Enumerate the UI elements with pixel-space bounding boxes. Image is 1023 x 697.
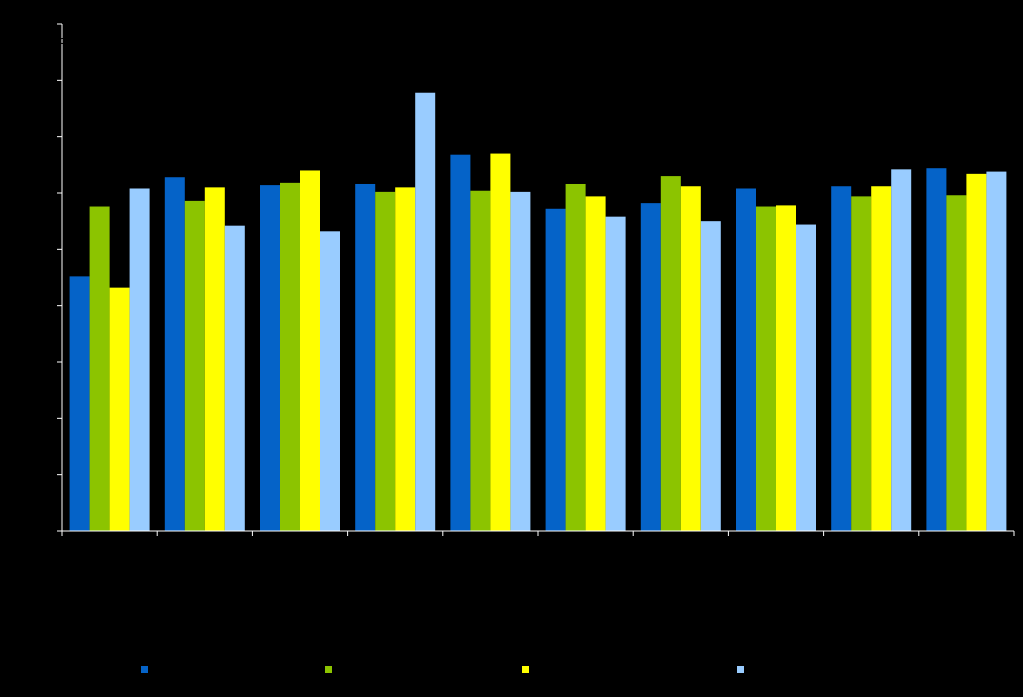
y-axis-ticks: 70,00 75,00 80,00 85,00 90,00 95,00 100,00 105,… [18,19,62,538]
y-tick-label: 70,00 [24,526,52,538]
legend [141,666,744,673]
bar-series-2-optan-183-sc [565,183,586,531]
bar-series-1-zdrowy-wariant [164,177,185,531]
bar-series-4-intizam-497-sc [415,92,436,531]
bar-series-1-kontrola [69,276,90,531]
bar-series-1-optan-183-sc [545,208,566,532]
bar-series-3-dafne-250-ec [871,186,892,532]
y-tick-label: 90,00 [24,301,52,313]
bar-series-4-duett-star-334-se [510,191,531,531]
y-tick-label: 95,00 [24,244,52,256]
bar-series-3-kontrola [109,287,130,531]
bar-series-2-safir-125-sc [660,176,681,531]
bar-series-1-intizam-497-sc [355,183,376,531]
y-tick-label: 80,00 [24,413,52,425]
legend-marker-series-3 [522,666,529,673]
bar-series-4-safir-125-sc [700,221,721,531]
bar-series-3-duett-star-334-se [490,153,511,532]
y-tick-label: 100,00 [18,188,52,200]
bar-series-2-intizam-497-sc [375,191,396,531]
legend-marker-series-4 [737,666,744,673]
x-axis-ticks [61,531,1015,536]
bar-series-3-safir-125-sc [680,186,701,532]
bar-series-1-dafne-250-ec [831,186,852,532]
bar-series-4-optan-183-sc [605,216,626,531]
bar-series-4-zdrowy-wariant [224,225,245,531]
bar-series-3-intizam-497-sc [395,187,416,531]
y-tick-label: 85,00 [24,357,52,369]
y-tick-label: 110,00 [19,75,52,87]
bars-layer [69,92,1007,532]
bar-series-2-zdrowy-wariant [184,200,205,532]
bar-series-1-duett-star-334-se [450,154,471,531]
bar-series-2-duett-star-334-se [470,190,491,531]
legend-marker-series-1 [141,666,148,673]
bar-series-4-dafne-250-ec [891,169,912,531]
bar-series-4-spyrale-475-ec [796,224,816,531]
bar-series-3-duett-ultra-497-sc [300,170,320,531]
legend-marker-series-2 [325,666,332,673]
y-tick-label: 75,00 [24,470,52,482]
bar-series-3-tebu-250-ew [966,173,987,531]
bar-series-3-optan-183-sc [585,196,606,531]
bar-series-2-tebu-250-ew [946,195,967,531]
bar-series-3-spyrale-475-ec [776,205,796,532]
y-tick-label: 105,00 [18,132,52,144]
bar-series-2-dafne-250-ec [851,196,872,531]
bar-series-3-zdrowy-wariant [204,187,225,531]
bar-series-1-tebu-250-ew [926,168,947,532]
bar-series-4-kontrola [129,188,150,531]
bar-series-2-duett-ultra-497-sc [280,182,300,532]
bar-series-2-kontrola [89,206,110,531]
bar-series-1-spyrale-475-ec [736,188,756,531]
bar-series-2-spyrale-475-ec [756,206,776,531]
y-axis-label: % wzorca (średnia) [32,35,132,47]
bar-series-4-duett-ultra-497-sc [320,231,340,531]
bar-series-1-duett-ultra-497-sc [260,185,280,531]
bar-series-4-tebu-250-ew [986,171,1007,532]
bar-series-1-safir-125-sc [640,203,661,531]
y-tick-label: 115,00 [19,19,52,31]
